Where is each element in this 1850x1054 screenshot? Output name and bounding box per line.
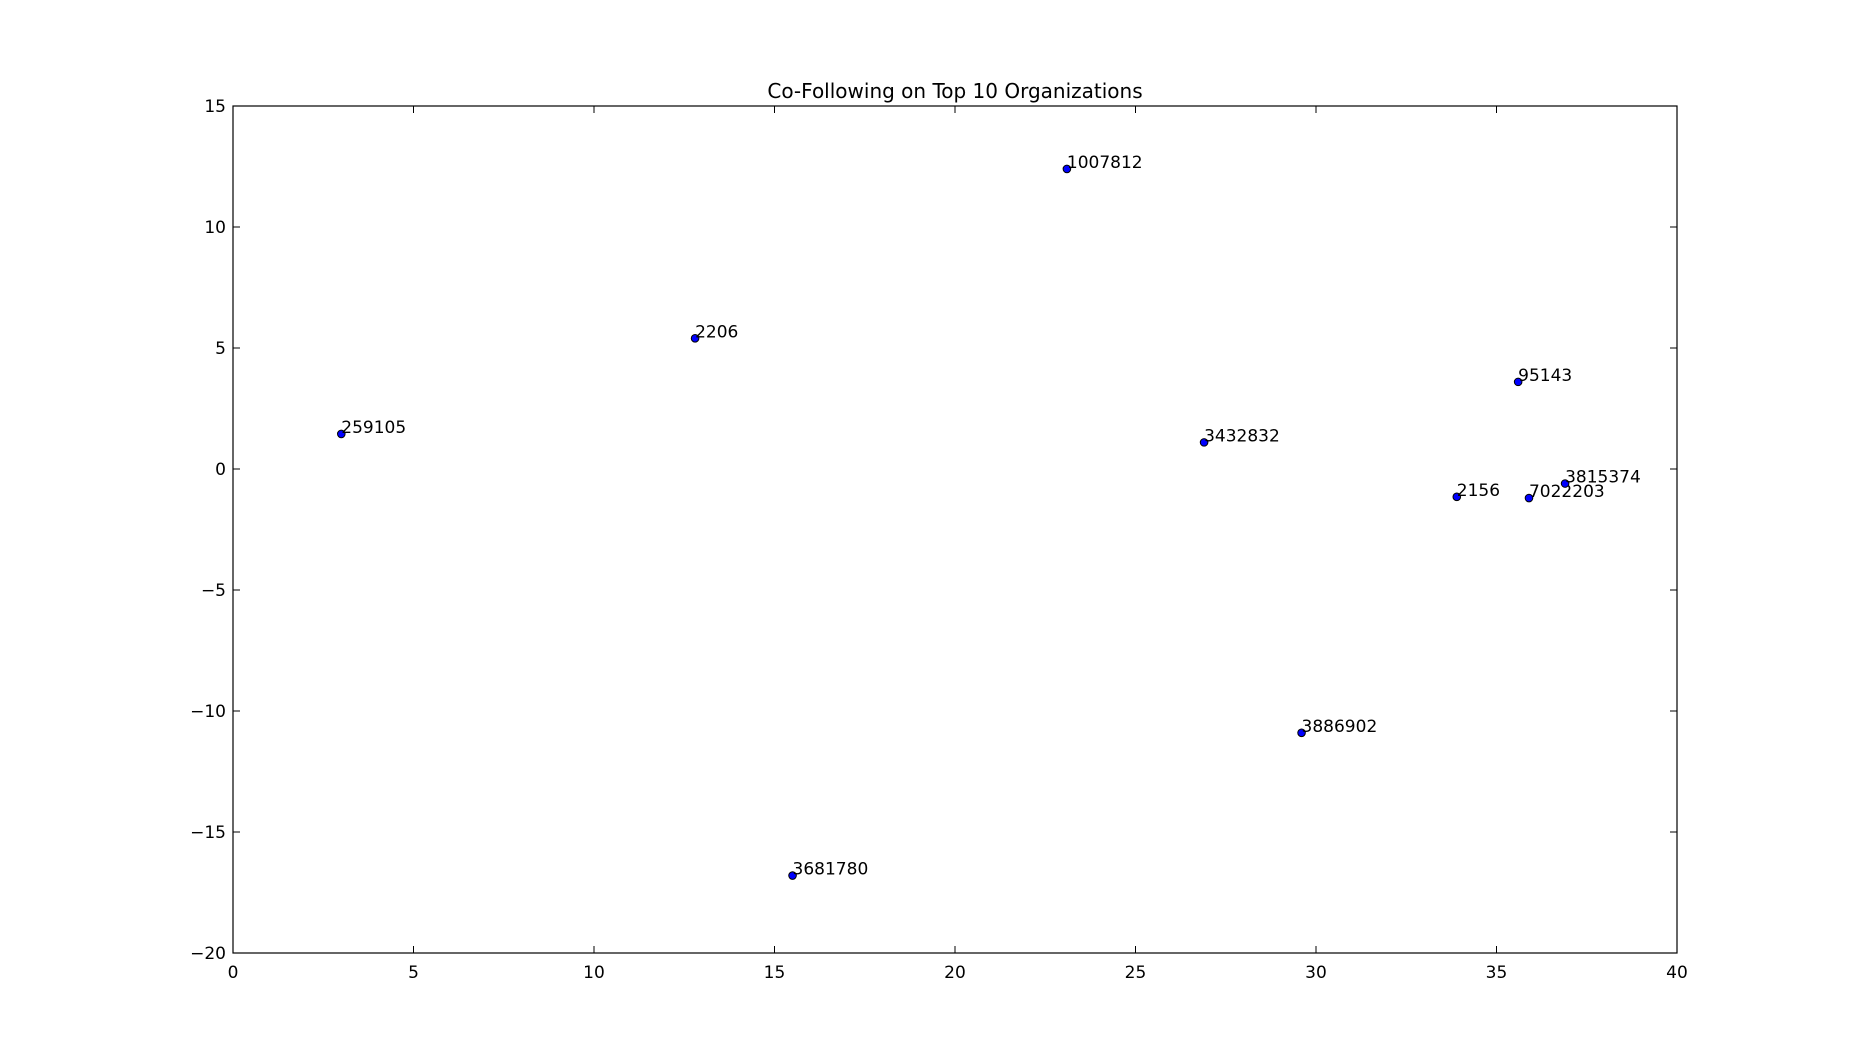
point-label: 3815374 <box>1565 468 1641 488</box>
x-tick-label: 40 <box>1666 963 1688 983</box>
data-point <box>337 429 346 439</box>
y-tick-label: −5 <box>201 581 226 601</box>
x-tick-label: 5 <box>408 963 419 983</box>
point-label: 3681780 <box>793 860 869 880</box>
y-tick-label: 10 <box>204 218 226 238</box>
y-tick-label: 5 <box>215 339 226 359</box>
data-point <box>1452 492 1462 502</box>
x-tick-label: 10 <box>583 963 605 983</box>
point-label: 2206 <box>695 322 738 342</box>
x-tick-label: 35 <box>1486 963 1508 983</box>
data-point <box>788 871 797 880</box>
point-label: 7022203 <box>1529 482 1605 502</box>
data-point <box>1297 728 1306 738</box>
x-tick-label: 25 <box>1125 963 1147 983</box>
x-tick-label: 0 <box>228 963 239 983</box>
chart-title: Co-Following on Top 10 Organizations <box>767 79 1142 103</box>
axis-ticks: 0 5 10 15 20 25 30 35 40 −20 −15 −10 −5 0 5 10 15 <box>190 97 1688 983</box>
data-points: 1007812 2206 259105 95143 3432832 2156 7022203… <box>337 153 1641 880</box>
data-point <box>1062 164 1072 174</box>
y-tick-label: −20 <box>190 944 226 964</box>
y-tick-label: −10 <box>190 702 226 722</box>
x-tick-label: 30 <box>1305 963 1327 983</box>
data-point <box>690 334 700 343</box>
data-point <box>1199 438 1209 447</box>
point-label: 3886902 <box>1302 717 1378 737</box>
point-label: 259105 <box>341 418 406 438</box>
plot-area-frame <box>232 105 1678 954</box>
x-tick-label: 20 <box>944 963 966 983</box>
point-label: 3432832 <box>1204 426 1280 446</box>
data-point <box>1560 479 1570 488</box>
point-label: 2156 <box>1457 481 1500 501</box>
y-tick-label: 0 <box>215 460 226 480</box>
y-tick-label: 15 <box>204 97 226 117</box>
point-label: 95143 <box>1518 366 1572 386</box>
x-tick-label: 15 <box>764 963 786 983</box>
y-tick-label: −15 <box>190 823 226 843</box>
data-point <box>1513 377 1523 387</box>
data-point <box>1524 493 1534 503</box>
point-label: 1007812 <box>1067 153 1143 173</box>
